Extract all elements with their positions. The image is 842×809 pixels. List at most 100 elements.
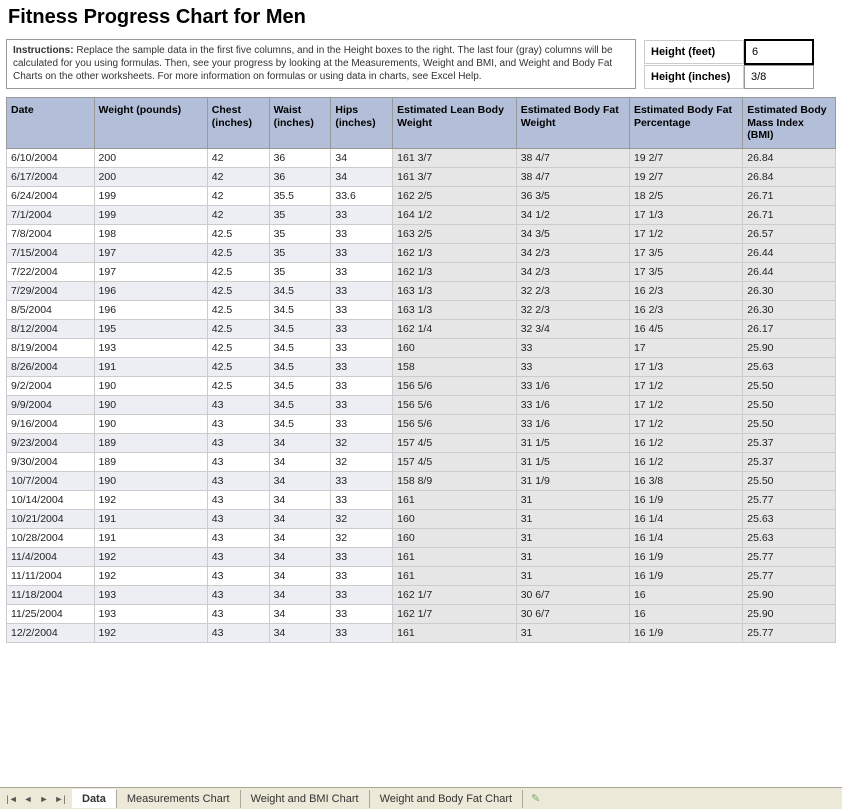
table-cell[interactable]: 7/1/2004 bbox=[7, 205, 95, 224]
table-cell[interactable]: 33 1/6 bbox=[516, 376, 629, 395]
table-cell[interactable]: 160 bbox=[393, 509, 517, 528]
table-cell[interactable]: 157 4/5 bbox=[393, 452, 517, 471]
table-cell[interactable]: 42 bbox=[207, 186, 269, 205]
height-feet-input[interactable]: 6 bbox=[744, 39, 814, 65]
table-cell[interactable]: 34.5 bbox=[269, 414, 331, 433]
table-row[interactable]: 11/11/20041924334331613116 1/925.77 bbox=[7, 566, 836, 585]
table-cell[interactable]: 34 bbox=[331, 167, 393, 186]
table-cell[interactable]: 197 bbox=[94, 243, 207, 262]
table-cell[interactable]: 25.50 bbox=[743, 471, 836, 490]
table-cell[interactable]: 16 1/2 bbox=[629, 452, 742, 471]
table-cell[interactable]: 16 1/2 bbox=[629, 433, 742, 452]
worksheet-tab[interactable]: Measurements Chart bbox=[117, 790, 241, 808]
table-cell[interactable]: 32 3/4 bbox=[516, 319, 629, 338]
table-cell[interactable]: 25.63 bbox=[743, 357, 836, 376]
table-row[interactable]: 7/8/200419842.53533163 2/534 3/517 1/226… bbox=[7, 224, 836, 243]
table-cell[interactable]: 8/12/2004 bbox=[7, 319, 95, 338]
table-cell[interactable]: 35 bbox=[269, 205, 331, 224]
table-cell[interactable]: 7/15/2004 bbox=[7, 243, 95, 262]
table-cell[interactable]: 43 bbox=[207, 528, 269, 547]
table-cell[interactable]: 163 1/3 bbox=[393, 300, 517, 319]
table-cell[interactable]: 16 bbox=[629, 604, 742, 623]
table-cell[interactable]: 16 1/9 bbox=[629, 566, 742, 585]
insert-worksheet-icon[interactable]: ✎ bbox=[523, 789, 548, 808]
table-cell[interactable]: 33 bbox=[331, 566, 393, 585]
table-cell[interactable]: 189 bbox=[94, 433, 207, 452]
table-cell[interactable]: 36 bbox=[269, 148, 331, 167]
table-cell[interactable]: 16 1/9 bbox=[629, 623, 742, 642]
col-header-waist[interactable]: Waist (inches) bbox=[269, 98, 331, 149]
table-cell[interactable]: 33 bbox=[331, 243, 393, 262]
table-cell[interactable]: 33 bbox=[331, 547, 393, 566]
table-cell[interactable]: 198 bbox=[94, 224, 207, 243]
table-cell[interactable]: 7/8/2004 bbox=[7, 224, 95, 243]
table-row[interactable]: 6/24/20041994235.533.6162 2/536 3/518 2/… bbox=[7, 186, 836, 205]
table-cell[interactable]: 7/22/2004 bbox=[7, 262, 95, 281]
table-cell[interactable]: 33 bbox=[331, 604, 393, 623]
table-cell[interactable]: 25.77 bbox=[743, 566, 836, 585]
table-cell[interactable]: 33 bbox=[331, 376, 393, 395]
table-cell[interactable]: 42 bbox=[207, 148, 269, 167]
table-cell[interactable]: 33 bbox=[516, 357, 629, 376]
table-row[interactable]: 7/22/200419742.53533162 1/334 2/317 3/52… bbox=[7, 262, 836, 281]
table-row[interactable]: 10/14/20041924334331613116 1/925.77 bbox=[7, 490, 836, 509]
table-cell[interactable]: 34.5 bbox=[269, 395, 331, 414]
table-cell[interactable]: 162 1/3 bbox=[393, 243, 517, 262]
table-cell[interactable]: 34 bbox=[331, 148, 393, 167]
table-cell[interactable]: 196 bbox=[94, 281, 207, 300]
worksheet-tab[interactable]: Weight and Body Fat Chart bbox=[370, 790, 523, 808]
table-cell[interactable]: 32 2/3 bbox=[516, 281, 629, 300]
col-header-fat[interactable]: Estimated Body Fat Weight bbox=[516, 98, 629, 149]
table-cell[interactable]: 34 bbox=[269, 528, 331, 547]
table-cell[interactable]: 162 1/7 bbox=[393, 585, 517, 604]
table-cell[interactable]: 8/5/2004 bbox=[7, 300, 95, 319]
table-cell[interactable]: 156 5/6 bbox=[393, 414, 517, 433]
table-cell[interactable]: 10/21/2004 bbox=[7, 509, 95, 528]
table-cell[interactable]: 33 bbox=[331, 471, 393, 490]
table-cell[interactable]: 42.5 bbox=[207, 281, 269, 300]
table-cell[interactable]: 191 bbox=[94, 357, 207, 376]
table-cell[interactable]: 34.5 bbox=[269, 319, 331, 338]
table-cell[interactable]: 6/17/2004 bbox=[7, 167, 95, 186]
table-cell[interactable]: 26.57 bbox=[743, 224, 836, 243]
table-row[interactable]: 7/15/200419742.53533162 1/334 2/317 3/52… bbox=[7, 243, 836, 262]
table-cell[interactable]: 34.5 bbox=[269, 338, 331, 357]
table-cell[interactable]: 17 1/2 bbox=[629, 414, 742, 433]
table-cell[interactable]: 17 1/3 bbox=[629, 205, 742, 224]
col-header-hips[interactable]: Hips (inches) bbox=[331, 98, 393, 149]
col-header-weight[interactable]: Weight (pounds) bbox=[94, 98, 207, 149]
table-cell[interactable]: 11/25/2004 bbox=[7, 604, 95, 623]
table-cell[interactable]: 193 bbox=[94, 604, 207, 623]
table-cell[interactable]: 17 1/2 bbox=[629, 376, 742, 395]
table-cell[interactable]: 19 2/7 bbox=[629, 167, 742, 186]
table-cell[interactable]: 25.77 bbox=[743, 490, 836, 509]
table-cell[interactable]: 164 1/2 bbox=[393, 205, 517, 224]
table-cell[interactable]: 190 bbox=[94, 414, 207, 433]
table-cell[interactable]: 156 5/6 bbox=[393, 376, 517, 395]
table-cell[interactable]: 33 bbox=[331, 262, 393, 281]
col-header-fatpct[interactable]: Estimated Body Fat Percentage bbox=[629, 98, 742, 149]
table-row[interactable]: 9/9/20041904334.533156 5/633 1/617 1/225… bbox=[7, 395, 836, 414]
table-cell[interactable]: 43 bbox=[207, 490, 269, 509]
table-cell[interactable]: 161 bbox=[393, 490, 517, 509]
table-cell[interactable]: 34 bbox=[269, 604, 331, 623]
table-cell[interactable]: 33 bbox=[331, 319, 393, 338]
table-cell[interactable]: 43 bbox=[207, 585, 269, 604]
table-cell[interactable]: 34 3/5 bbox=[516, 224, 629, 243]
data-table[interactable]: Date Weight (pounds) Chest (inches) Wais… bbox=[6, 97, 836, 643]
table-cell[interactable]: 17 bbox=[629, 338, 742, 357]
table-cell[interactable]: 160 bbox=[393, 528, 517, 547]
table-cell[interactable]: 31 bbox=[516, 528, 629, 547]
table-cell[interactable]: 26.17 bbox=[743, 319, 836, 338]
table-cell[interactable]: 42.5 bbox=[207, 319, 269, 338]
table-cell[interactable]: 25.90 bbox=[743, 585, 836, 604]
table-cell[interactable]: 162 2/5 bbox=[393, 186, 517, 205]
table-cell[interactable]: 43 bbox=[207, 604, 269, 623]
table-cell[interactable]: 25.77 bbox=[743, 623, 836, 642]
table-cell[interactable]: 35 bbox=[269, 243, 331, 262]
table-cell[interactable]: 33 bbox=[331, 395, 393, 414]
table-cell[interactable]: 34 1/2 bbox=[516, 205, 629, 224]
table-row[interactable]: 10/21/20041914334321603116 1/425.63 bbox=[7, 509, 836, 528]
table-cell[interactable]: 43 bbox=[207, 566, 269, 585]
table-cell[interactable]: 192 bbox=[94, 547, 207, 566]
